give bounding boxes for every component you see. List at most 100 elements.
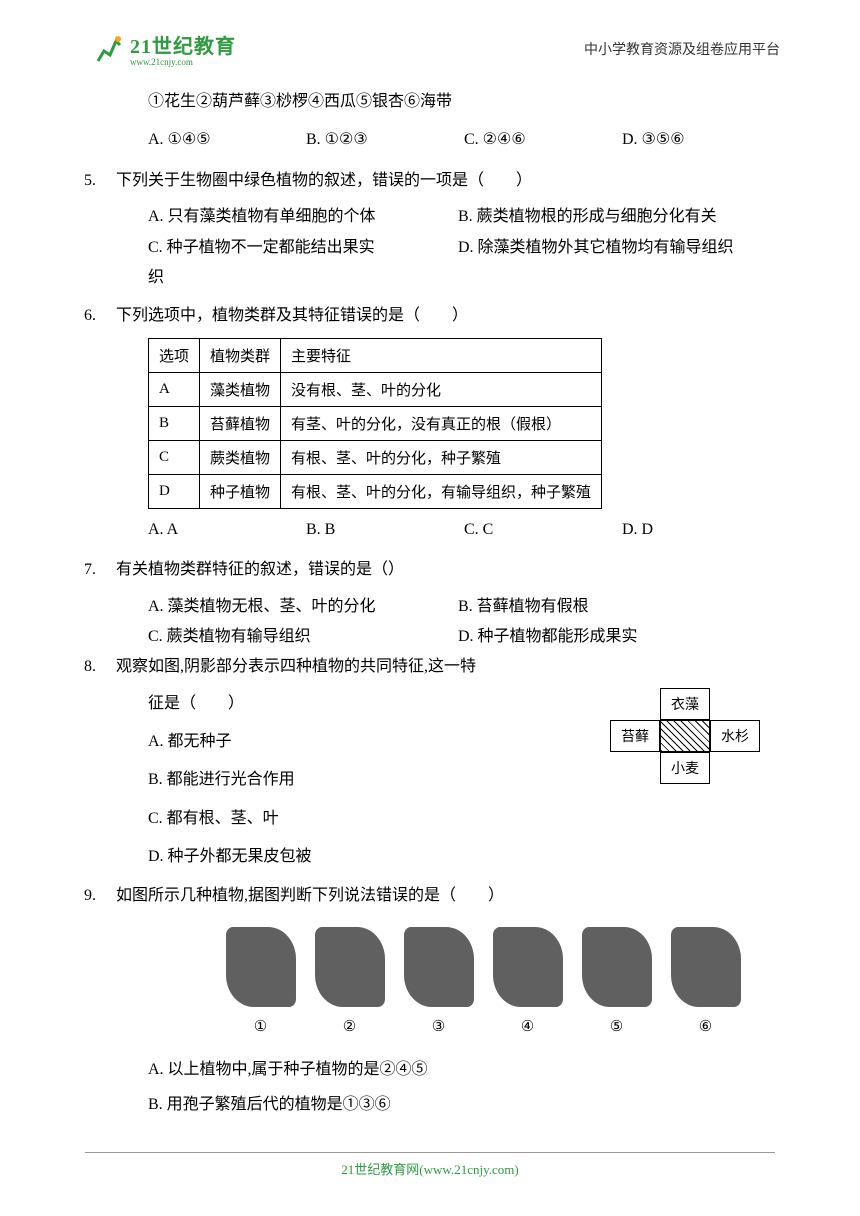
question-text: 有关植物类群特征的叙述，错误的是（） [116, 555, 780, 585]
content-area: ①花生②葫芦藓③桫椤④西瓜⑤银杏⑥海带 A. ①④⑤ B. ①②③ C. ②④⑥… [0, 77, 860, 1122]
venn-center-hatched [660, 720, 710, 752]
option-a: A. ①④⑤ [148, 125, 306, 155]
venn-diagram: 衣藻 苔藓 水杉 小麦 [600, 682, 770, 802]
q5-row2: C. 种子植物不一定都能结出果实 D. 除藻类植物外其它植物均有输导组织 [80, 233, 780, 263]
cell: 没有根、茎、叶的分化 [281, 372, 602, 406]
question-number: 8. [80, 652, 116, 682]
cell: 藻类植物 [200, 372, 281, 406]
table-header-row: 选项 植物类群 主要特征 [149, 338, 602, 372]
q6-options: A. A B. B C. C D. D [80, 515, 780, 545]
option-a: A. 以上植物中,属于种子植物的是②④⑤ [80, 1052, 780, 1087]
pre-question-line: ①花生②葫芦藓③桫椤④西瓜⑤银杏⑥海带 [80, 87, 780, 117]
venn-bottom: 小麦 [660, 752, 710, 784]
table-row: C蕨类植物有根、茎、叶的分化，种子繁殖 [149, 440, 602, 474]
option-c: C. 蕨类植物有输导组织 [148, 622, 458, 652]
option-c: C. 种子植物不一定都能结出果实 [148, 233, 458, 263]
table-row: D种子植物有根、茎、叶的分化，有输导组织，种子繁殖 [149, 474, 602, 508]
question-number: 6. [80, 301, 116, 331]
option-b: B. 苔藓植物有假根 [458, 592, 780, 622]
plant-icon [226, 927, 296, 1007]
question-text: 如图所示几种植物,据图判断下列说法错误的是（ ） [116, 881, 780, 911]
plant-icon [582, 927, 652, 1007]
q5-row1: A. 只有藻类植物有单细胞的个体 B. 蕨类植物根的形成与细胞分化有关 [80, 202, 780, 232]
option-d: D. 种子植物都能形成果实 [458, 622, 780, 652]
question-number: 7. [80, 555, 116, 585]
option-a: A. A [148, 515, 306, 545]
table-row: B苔藓植物有茎、叶的分化，没有真正的根（假根） [149, 406, 602, 440]
question-6: 6. 下列选项中，植物类群及其特征错误的是（ ） [80, 301, 780, 331]
cell: A [149, 372, 200, 406]
plant-label: ⑤ [572, 1017, 661, 1036]
plant-4: ④ [483, 927, 572, 1036]
option-d: D. D [622, 515, 780, 545]
cell: 有根、茎、叶的分化，有输导组织，种子繁殖 [281, 474, 602, 508]
runner-icon [90, 31, 126, 67]
option-a: A. 藻类植物无根、茎、叶的分化 [148, 592, 458, 622]
option-b: B. B [306, 515, 464, 545]
cell: B [149, 406, 200, 440]
plant-2: ② [305, 927, 394, 1036]
plant-1: ① [216, 927, 305, 1036]
table-row: A藻类植物没有根、茎、叶的分化 [149, 372, 602, 406]
question-text: 观察如图,阴影部分表示四种植物的共同特征,这一特 [116, 652, 780, 682]
plant-6: ⑥ [661, 927, 750, 1036]
plant-icon [404, 927, 474, 1007]
footer-divider [85, 1152, 775, 1153]
option-d: D. 种子外都无果皮包被 [80, 842, 780, 872]
header-right-text: 中小学教育资源及组卷应用平台 [584, 39, 780, 59]
feature-table: 选项 植物类群 主要特征 A藻类植物没有根、茎、叶的分化 B苔藓植物有茎、叶的分… [148, 338, 602, 509]
venn-right: 水杉 [710, 720, 760, 752]
plant-3: ③ [394, 927, 483, 1036]
logo-text: 21世纪教育 www.21cnjy.com [130, 30, 236, 67]
plant-label: ③ [394, 1017, 483, 1036]
plant-5: ⑤ [572, 927, 661, 1036]
pre-options: A. ①④⑤ B. ①②③ C. ②④⑥ D. ③⑤⑥ [80, 125, 780, 155]
venn-left: 苔藓 [610, 720, 660, 752]
plant-icon [315, 927, 385, 1007]
th-feature: 主要特征 [281, 338, 602, 372]
plant-label: ② [305, 1017, 394, 1036]
plant-label: ④ [483, 1017, 572, 1036]
question-9: 9. 如图所示几种植物,据图判断下列说法错误的是（ ） [80, 881, 780, 911]
cell: 种子植物 [200, 474, 281, 508]
cell: 蕨类植物 [200, 440, 281, 474]
option-b: B. 用孢子繁殖后代的植物是①③⑥ [80, 1087, 780, 1122]
option-d: D. 除藻类植物外其它植物均有输导组织 [458, 233, 780, 263]
cell: 苔藓植物 [200, 406, 281, 440]
plant-label: ① [216, 1017, 305, 1036]
question-number: 5. [80, 166, 116, 196]
cell: 有根、茎、叶的分化，种子繁殖 [281, 440, 602, 474]
question-number: 9. [80, 881, 116, 911]
page-footer: 21世纪教育网(www.21cnjy.com) [0, 1152, 860, 1178]
q5-tail: 织 [80, 263, 780, 293]
venn-top: 衣藻 [660, 688, 710, 720]
logo-main: 21世纪教育 [130, 36, 236, 58]
cell: C [149, 440, 200, 474]
option-c: C. 都有根、茎、叶 [80, 804, 780, 834]
logo-block: 21世纪教育 www.21cnjy.com [90, 30, 236, 67]
question-text: 下列选项中，植物类群及其特征错误的是（ ） [116, 301, 780, 331]
plant-icon [493, 927, 563, 1007]
q7-row1: A. 藻类植物无根、茎、叶的分化 B. 苔藓植物有假根 [80, 592, 780, 622]
cell: D [149, 474, 200, 508]
option-a: A. 只有藻类植物有单细胞的个体 [148, 202, 458, 232]
option-d: D. ③⑤⑥ [622, 125, 780, 155]
plant-icon [671, 927, 741, 1007]
th-option: 选项 [149, 338, 200, 372]
footer-text: 21世纪教育网(www.21cnjy.com) [341, 1162, 518, 1177]
cell: 有茎、叶的分化，没有真正的根（假根） [281, 406, 602, 440]
question-text: 下列关于生物圈中绿色植物的叙述，错误的一项是（ ） [116, 166, 780, 196]
option-c: C. ②④⑥ [464, 125, 622, 155]
logo-sub: www.21cnjy.com [130, 57, 236, 67]
option-c: C. C [464, 515, 622, 545]
question-7: 7. 有关植物类群特征的叙述，错误的是（） [80, 555, 780, 585]
plants-figure: ① ② ③ ④ ⑤ ⑥ [148, 927, 750, 1036]
question-8: 8. 观察如图,阴影部分表示四种植物的共同特征,这一特 [80, 652, 780, 682]
th-group: 植物类群 [200, 338, 281, 372]
q7-row2: C. 蕨类植物有输导组织 D. 种子植物都能形成果实 [80, 622, 780, 652]
question-5: 5. 下列关于生物圈中绿色植物的叙述，错误的一项是（ ） [80, 166, 780, 196]
option-b: B. 蕨类植物根的形成与细胞分化有关 [458, 202, 780, 232]
option-b: B. ①②③ [306, 125, 464, 155]
page-header: 21世纪教育 www.21cnjy.com 中小学教育资源及组卷应用平台 [0, 0, 860, 77]
plant-label: ⑥ [661, 1017, 750, 1036]
